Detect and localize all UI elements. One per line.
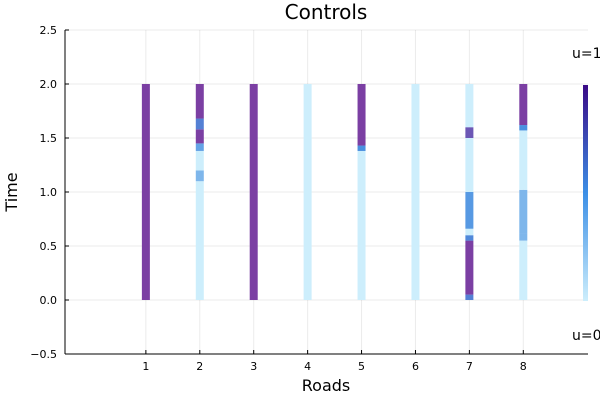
x-tick-labels: 1 2 3 4 5 6 7 8 — [142, 350, 527, 373]
y-tick-label: 0.0 — [40, 294, 58, 307]
road-7-segment — [465, 240, 474, 295]
road-6-segment — [411, 84, 420, 300]
road-2-segment — [195, 181, 204, 300]
road-8-segment — [519, 240, 528, 300]
x-tick-label: 2 — [196, 360, 203, 373]
road-7-segment — [465, 138, 474, 192]
road-5-segment — [357, 145, 366, 151]
colorbar-strip — [583, 85, 588, 301]
road-2-segment — [195, 150, 204, 171]
y-tick-labels: −0.5 0.0 0.5 1.0 1.5 2.0 2.5 — [30, 24, 69, 361]
road-2-segment — [195, 170, 204, 182]
road-7-segment — [465, 235, 474, 241]
road-control-bars — [141, 84, 528, 300]
y-tick-label: 1.5 — [40, 132, 58, 145]
road-7-segment — [465, 192, 474, 229]
y-axis-label: Time — [2, 172, 21, 212]
x-axis-label: Roads — [302, 376, 350, 395]
road-7-segment — [465, 84, 474, 128]
road-7-segment — [465, 127, 474, 138]
road-2-segment — [195, 143, 204, 151]
road-3-segment — [249, 84, 258, 300]
colorbar-top-label: u=1 — [572, 46, 600, 62]
road-8-segment — [519, 125, 528, 131]
road-8-segment — [519, 84, 528, 126]
road-1-segment — [141, 84, 150, 300]
road-8-segment — [519, 233, 528, 241]
road-7-segment — [465, 294, 474, 300]
road-2-segment — [195, 84, 204, 119]
x-tick-label: 8 — [520, 360, 527, 373]
road-2-segment — [195, 118, 204, 130]
road-2-segment — [195, 129, 204, 144]
y-tick-label: −0.5 — [30, 348, 57, 361]
chart-title: Controls — [285, 0, 368, 24]
road-7-segment — [465, 228, 474, 236]
y-tick-label: 1.0 — [40, 186, 58, 199]
road-5-segment — [357, 150, 366, 300]
road-8-segment — [519, 189, 528, 234]
x-tick-label: 6 — [412, 360, 419, 373]
road-8-segment — [519, 130, 528, 190]
x-tick-label: 1 — [142, 360, 149, 373]
x-tick-label: 5 — [358, 360, 365, 373]
y-tick-label: 0.5 — [40, 240, 58, 253]
colorbar-bottom-label: u=0 — [572, 328, 600, 344]
y-tick-label: 2.5 — [40, 24, 58, 37]
road-4-segment — [303, 84, 312, 300]
x-tick-label: 4 — [304, 360, 311, 373]
y-tick-label: 2.0 — [40, 78, 58, 91]
road-5-segment — [357, 84, 366, 146]
x-tick-label: 3 — [250, 360, 257, 373]
x-tick-label: 7 — [466, 360, 473, 373]
